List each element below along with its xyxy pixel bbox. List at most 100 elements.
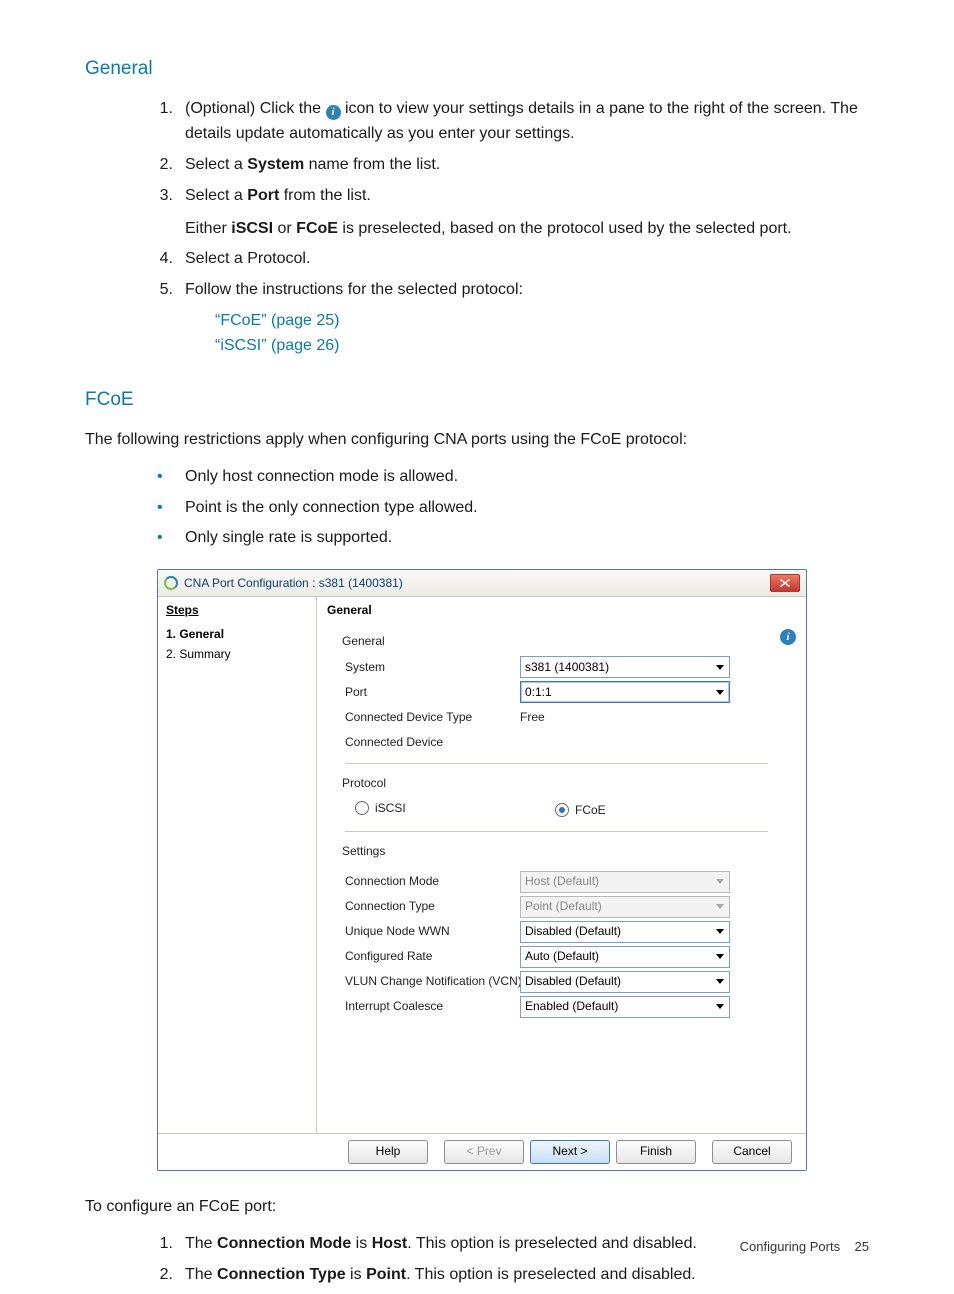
port-select[interactable]: 0:1:1	[520, 681, 730, 703]
configured-rate-select[interactable]: Auto (Default)	[520, 946, 730, 968]
label-vcn: VLUN Change Notification (VCN)	[345, 972, 530, 991]
t: Host (Default)	[525, 872, 716, 891]
step-1-text-pre: (Optional) Click the	[185, 100, 326, 117]
radio-unchecked-icon	[355, 801, 369, 815]
prev-button[interactable]: < Prev	[444, 1140, 524, 1164]
group-general-label: General	[342, 632, 768, 651]
chevron-down-icon	[716, 879, 724, 884]
bullet-3: Only single rate is supported.	[145, 526, 869, 551]
link-fcoe[interactable]: “FCoE” (page 25)	[215, 312, 340, 329]
t: Select a	[185, 187, 247, 204]
t: Connection Mode	[217, 1235, 351, 1252]
radio-fcoe[interactable]: FCoE	[555, 801, 606, 820]
radio-iscsi-label: iSCSI	[375, 799, 406, 818]
label-system: System	[345, 658, 520, 677]
radio-checked-icon	[555, 803, 569, 817]
info-icon[interactable]: i	[780, 629, 796, 645]
chevron-down-icon	[716, 979, 724, 984]
t: or	[273, 220, 296, 237]
refresh-icon	[164, 576, 178, 590]
unique-node-wwn-select[interactable]: Disabled (Default)	[520, 921, 730, 943]
post-step-2: The Connection Type is Point. This optio…	[145, 1263, 869, 1288]
info-icon: i	[326, 105, 341, 120]
step-2: Select a System name from the list.	[145, 153, 869, 178]
chevron-down-icon	[716, 1004, 724, 1009]
t: The	[185, 1235, 217, 1252]
label-interrupt-coalesce: Interrupt Coalesce	[345, 997, 520, 1016]
fcoe-restrictions-list: Only host connection mode is allowed. Po…	[145, 465, 869, 551]
link-iscsi[interactable]: “iSCSI” (page 26)	[215, 337, 340, 354]
t: is	[346, 1266, 366, 1283]
chevron-down-icon	[716, 954, 724, 959]
help-button[interactable]: Help	[348, 1140, 428, 1164]
label-connection-mode: Connection Mode	[345, 872, 520, 891]
label-connected-device: Connected Device	[345, 733, 520, 752]
close-icon	[780, 579, 790, 587]
wizard-steps-pane: Steps 1. General 2. Summary	[158, 597, 317, 1133]
fcoe-intro: The following restrictions apply when co…	[85, 428, 869, 453]
chevron-down-icon	[716, 929, 724, 934]
general-steps-list: (Optional) Click the i icon to view your…	[145, 97, 869, 358]
radio-iscsi[interactable]: iSCSI	[355, 799, 406, 818]
page-footer: Configuring Ports 25	[740, 1237, 869, 1257]
t: Enabled (Default)	[525, 997, 716, 1016]
section-heading-fcoe: FCoE	[85, 385, 869, 414]
footer-label: Configuring Ports	[740, 1239, 840, 1254]
t: is	[351, 1235, 371, 1252]
radio-fcoe-label: FCoE	[575, 801, 606, 820]
content-header: General	[317, 597, 796, 624]
dialog-footer: Help < Prev Next > Finish Cancel	[158, 1133, 806, 1170]
value-connected-device-type: Free	[520, 710, 545, 724]
t: Follow the instructions for the selected…	[185, 281, 523, 298]
t: The	[185, 1266, 217, 1283]
chevron-down-icon	[716, 904, 724, 909]
dialog-title-text: CNA Port Configuration : s381 (1400381)	[184, 574, 403, 593]
t: Point (Default)	[525, 897, 716, 916]
step-3: Select a Port from the list. Either iSCS…	[145, 184, 869, 242]
t: Disabled (Default)	[525, 972, 716, 991]
t: . This option is preselected and disable…	[407, 1235, 697, 1252]
t: s381 (1400381)	[525, 658, 716, 677]
t: Disabled (Default)	[525, 922, 716, 941]
steps-header: Steps	[158, 597, 316, 624]
t: 0:1:1	[525, 683, 716, 702]
bullet-1: Only host connection mode is allowed.	[145, 465, 869, 490]
finish-button[interactable]: Finish	[616, 1140, 696, 1164]
cancel-button[interactable]: Cancel	[712, 1140, 792, 1164]
label-unique-node-wwn: Unique Node WWN	[345, 922, 520, 941]
close-button[interactable]	[770, 574, 800, 592]
step-4: Select a Protocol.	[145, 247, 869, 272]
t: is preselected, based on the protocol us…	[338, 220, 792, 237]
t: from the list.	[279, 187, 371, 204]
t: Host	[372, 1235, 408, 1252]
t: Point	[366, 1266, 406, 1283]
t: System	[247, 156, 304, 173]
group-protocol-label: Protocol	[342, 774, 768, 793]
t: FCoE	[296, 220, 338, 237]
dialog-titlebar: CNA Port Configuration : s381 (1400381)	[158, 570, 806, 597]
wizard-step-summary[interactable]: 2. Summary	[158, 644, 316, 665]
next-button[interactable]: Next >	[530, 1140, 610, 1164]
label-connection-type: Connection Type	[345, 897, 520, 916]
t: Connection Type	[217, 1266, 346, 1283]
t: Port	[247, 187, 279, 204]
t: Auto (Default)	[525, 947, 716, 966]
t: . This option is preselected and disable…	[406, 1266, 696, 1283]
step-1: (Optional) Click the i icon to view your…	[145, 97, 869, 147]
interrupt-coalesce-select[interactable]: Enabled (Default)	[520, 996, 730, 1018]
fcoe-post-intro: To configure an FCoE port:	[85, 1195, 869, 1220]
t: iSCSI	[231, 220, 273, 237]
section-heading-general: General	[85, 54, 869, 83]
vcn-select[interactable]: Disabled (Default)	[520, 971, 730, 993]
group-settings-label: Settings	[342, 842, 768, 861]
t: Either	[185, 220, 231, 237]
cna-port-config-dialog: CNA Port Configuration : s381 (1400381) …	[157, 569, 807, 1171]
t: name from the list.	[304, 156, 440, 173]
step-5: Follow the instructions for the selected…	[145, 278, 869, 358]
wizard-step-general[interactable]: 1. General	[158, 624, 316, 645]
system-select[interactable]: s381 (1400381)	[520, 656, 730, 678]
chevron-down-icon	[716, 690, 724, 695]
label-connected-device-type: Connected Device Type	[345, 708, 520, 727]
chevron-down-icon	[716, 665, 724, 670]
connection-mode-select: Host (Default)	[520, 871, 730, 893]
